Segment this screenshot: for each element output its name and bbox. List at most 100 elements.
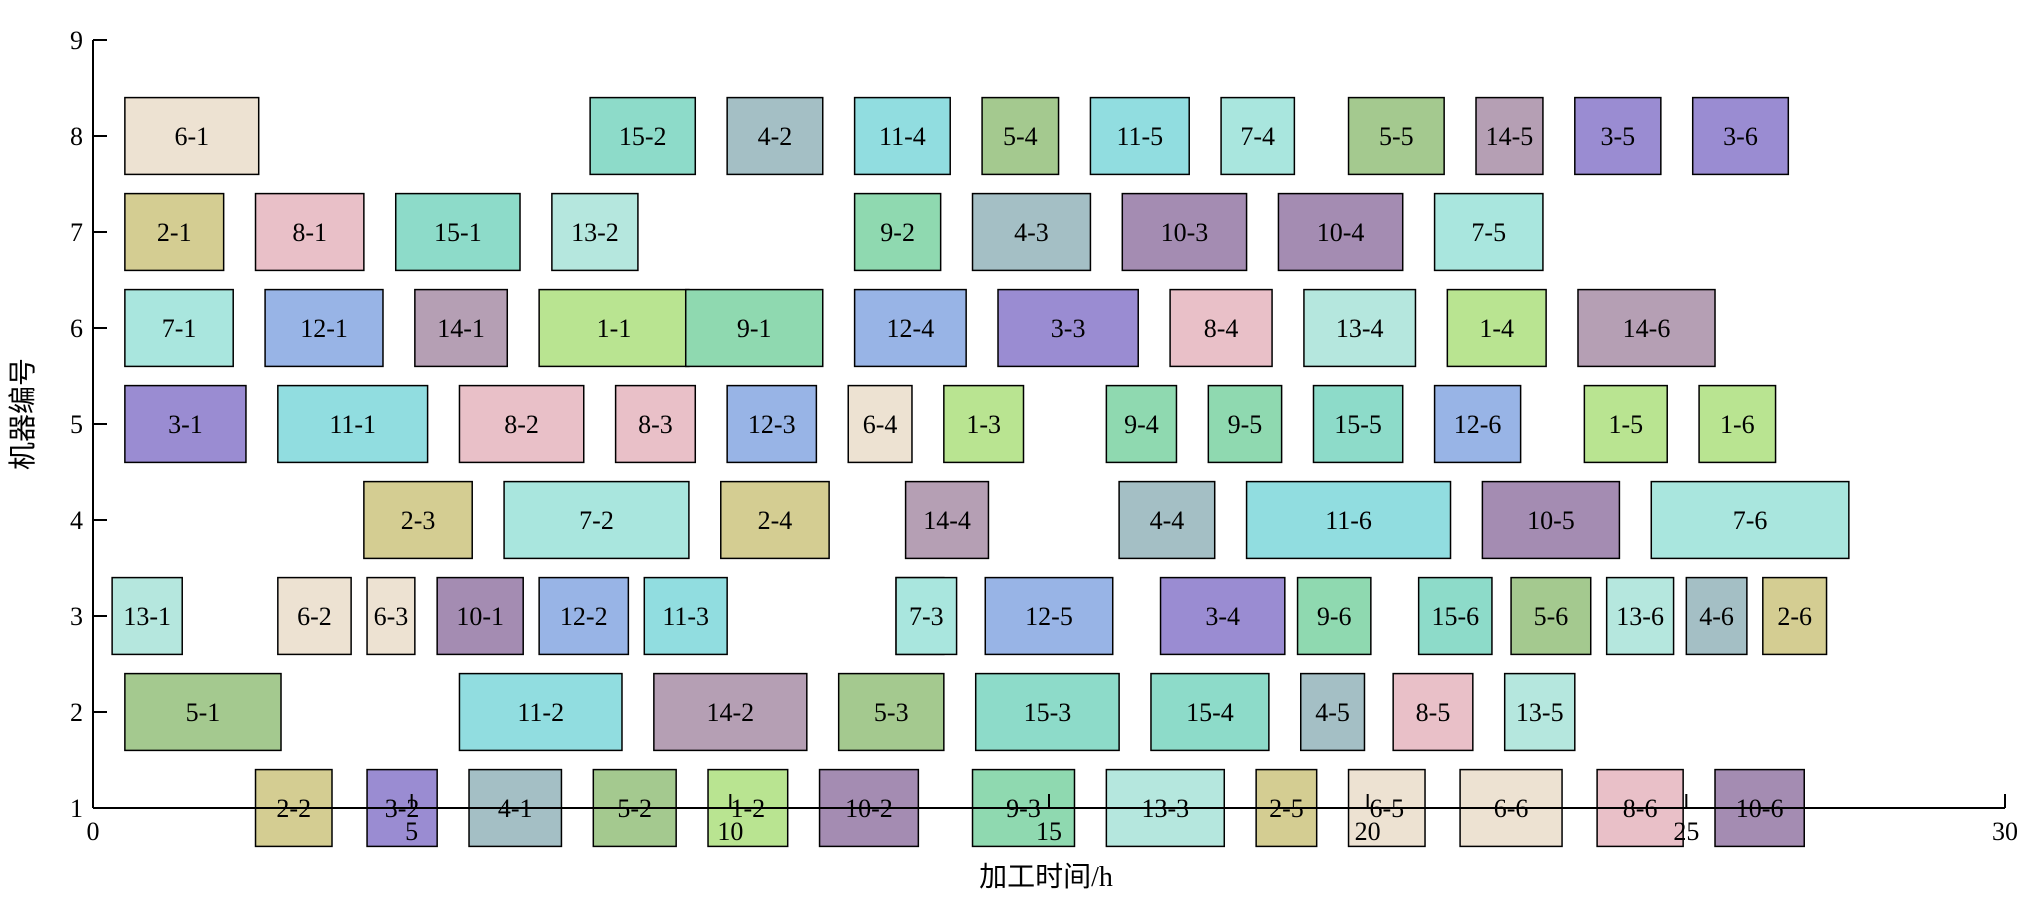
x-ticks: 0 5 10 15 20 25 30: [87, 794, 2018, 846]
y-tick-label: 4: [70, 506, 83, 535]
y-tick-label: 5: [70, 410, 83, 439]
task-label-7-4: 7-4: [1240, 122, 1275, 151]
task-bar-12-6: [1433, 384, 1522, 464]
task-bar-12-2: [538, 576, 630, 656]
task-label-3-4: 3-4: [1205, 602, 1240, 631]
task-label-10-5: 10-5: [1527, 506, 1575, 535]
task-label-11-4: 11-4: [879, 122, 926, 151]
task-bar-4-3: [971, 192, 1092, 272]
task-label-5-1: 5-1: [186, 698, 221, 727]
task-label-11-3: 11-3: [662, 602, 709, 631]
task-bar-7-2: [503, 480, 690, 560]
task-label-8-3: 8-3: [638, 410, 673, 439]
task-bar-14-6: [1577, 288, 1716, 368]
task-label-11-6: 11-6: [1325, 506, 1372, 535]
task-bar-7-4: [1220, 96, 1296, 176]
task-label-15-1: 15-1: [434, 218, 482, 247]
task-bar-3-4: [1159, 576, 1286, 656]
task-bar-13-2: [551, 192, 639, 272]
task-label-5-3: 5-3: [874, 698, 909, 727]
task-bar-7-5: [1433, 192, 1544, 272]
task-bar-13-5: [1503, 672, 1576, 752]
task-bar-10-5: [1481, 480, 1621, 560]
x-tick-label: 0: [87, 817, 100, 846]
task-bar-8-3: [614, 384, 697, 464]
task-bar-5-3: [837, 672, 945, 752]
task-bar-9-5: [1207, 384, 1283, 464]
task-bar-2-1: [124, 192, 225, 272]
x-tick-label: 30: [1992, 817, 2018, 846]
task-label-12-3: 12-3: [748, 410, 796, 439]
task-bar-6-3: [366, 576, 416, 656]
task-label-2-4: 2-4: [758, 506, 793, 535]
task-bar-11-6: [1245, 480, 1452, 560]
task-label-7-6: 7-6: [1733, 506, 1768, 535]
task-bar-15-5: [1312, 384, 1404, 464]
task-bar-10-1: [436, 576, 524, 656]
task-label-12-5: 12-5: [1025, 602, 1073, 631]
task-label-11-5: 11-5: [1116, 122, 1163, 151]
task-label-4-2: 4-2: [758, 122, 793, 151]
task-label-15-4: 15-4: [1186, 698, 1234, 727]
task-bar-3-5: [1574, 96, 1662, 176]
task-label-1-6: 1-6: [1720, 410, 1755, 439]
task-label-13-1: 13-1: [123, 602, 171, 631]
task-bar-14-5: [1475, 96, 1544, 176]
task-bar-7-3: [895, 576, 958, 656]
task-label-4-6: 4-6: [1699, 602, 1734, 631]
task-bar-8-1: [254, 192, 365, 272]
task-label-2-1: 2-1: [157, 218, 192, 247]
task-bar-9-6: [1296, 576, 1372, 656]
task-label-9-2: 9-2: [880, 218, 915, 247]
task-bar-9-2: [853, 192, 942, 272]
task-bar-8-5: [1392, 672, 1474, 752]
task-label-12-4: 12-4: [887, 314, 935, 343]
x-tick-label: 5: [405, 817, 418, 846]
task-label-1-5: 1-5: [1608, 410, 1643, 439]
task-label-4-3: 4-3: [1014, 218, 1049, 247]
task-bar-12-5: [984, 576, 1114, 656]
task-bar-5-1: [124, 672, 282, 752]
task-bar-5-5: [1347, 96, 1445, 176]
task-bar-1-6: [1698, 384, 1777, 464]
task-label-7-3: 7-3: [909, 602, 944, 631]
task-label-7-5: 7-5: [1471, 218, 1506, 247]
task-label-14-5: 14-5: [1486, 122, 1534, 151]
task-label-7-1: 7-1: [162, 314, 197, 343]
task-label-6-4: 6-4: [863, 410, 898, 439]
y-tick-label: 2: [70, 698, 83, 727]
task-bar-12-3: [726, 384, 818, 464]
task-label-13-2: 13-2: [571, 218, 619, 247]
task-label-11-1: 11-1: [329, 410, 376, 439]
task-bar-12-1: [264, 288, 384, 368]
task-bar-3-3: [997, 288, 1139, 368]
task-label-9-4: 9-4: [1124, 410, 1159, 439]
task-bar-14-4: [904, 480, 990, 560]
task-label-15-5: 15-5: [1334, 410, 1382, 439]
y-axis-label: 机器编号: [7, 358, 39, 470]
task-bar-12-4: [853, 288, 967, 368]
x-tick-label: 10: [717, 817, 743, 846]
task-bar-11-3: [643, 576, 728, 656]
task-bar-4-4: [1118, 480, 1216, 560]
task-bar-1-1: [538, 288, 690, 368]
task-bar-8-2: [458, 384, 585, 464]
task-label-3-3: 3-3: [1051, 314, 1086, 343]
x-tick-label: 20: [1355, 817, 1381, 846]
task-label-5-6: 5-6: [1534, 602, 1569, 631]
task-bar-13-1: [111, 576, 183, 656]
task-label-8-4: 8-4: [1204, 314, 1239, 343]
task-bar-14-1: [414, 288, 509, 368]
task-label-14-6: 14-6: [1623, 314, 1671, 343]
task-bar-9-4: [1105, 384, 1178, 464]
y-tick-label: 3: [70, 602, 83, 631]
task-label-12-2: 12-2: [560, 602, 608, 631]
x-tick-label: 25: [1673, 817, 1699, 846]
task-label-6-3: 6-3: [374, 602, 409, 631]
task-bar-3-1: [124, 384, 247, 464]
y-tick-label: 7: [70, 218, 83, 247]
task-label-5-4: 5-4: [1003, 122, 1038, 151]
task-bar-8-4: [1169, 288, 1273, 368]
task-label-5-5: 5-5: [1379, 122, 1414, 151]
task-bar-10-3: [1121, 192, 1248, 272]
